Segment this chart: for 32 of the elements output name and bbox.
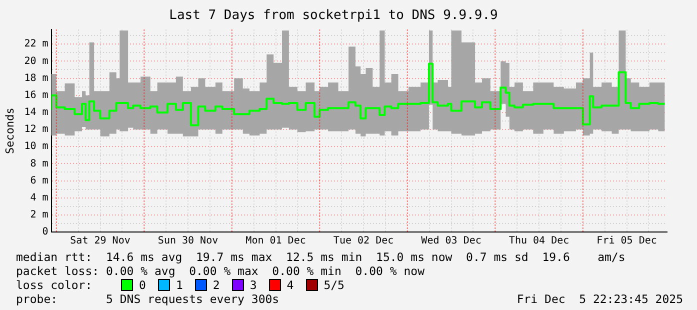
text: 5/5 (324, 278, 344, 292)
text: 2 (212, 278, 220, 292)
y-tick-label: 10 m (24, 141, 48, 152)
y-tick-label: 14 m (24, 107, 48, 118)
x-tick-label: Fri 05 Dec (596, 236, 657, 247)
x-tick-label: Mon 01 Dec (246, 236, 306, 247)
y-tick-label: 12 m (24, 124, 48, 136)
text: 1 (176, 278, 183, 292)
text: packet loss: 0.00 % avg 0.00 % max 0.00 % min 0.00 % now (16, 264, 426, 278)
y-tick-label: 4 m (30, 192, 48, 204)
x-tick-label: Wed 03 Dec (421, 236, 482, 247)
text: probe: 5 DNS requests every 300s (16, 292, 280, 306)
y-axis-title: Seconds (3, 108, 16, 154)
y-tick-label: 22 m (24, 38, 48, 50)
x-tick-label: Thu 04 Dec (508, 236, 570, 247)
y-tick-label: 8 m (30, 158, 48, 170)
y-tick-label: 20 m (24, 56, 48, 67)
text: 3 (250, 278, 257, 292)
y-tick-label: 18 m (24, 72, 48, 84)
y-tick-label: 2 m (30, 210, 48, 221)
y-tick-label: 6 m (30, 175, 48, 186)
text: loss color: (16, 278, 94, 292)
x-tick-label: Sat 29 Nov (70, 236, 130, 247)
x-tick-label: Sun 30 Nov (158, 236, 218, 247)
y-tick-label: 0 (42, 226, 48, 238)
text: median rtt: 14.6 ms avg 19.7 ms max 12.5 ms min 15.0 ms now 0.7 ms sd 19.6 am/s (16, 250, 626, 264)
y-tick-label: 16 m (24, 90, 48, 101)
text: 4 (286, 278, 294, 292)
text: Fri Dec 5 22:23:45 2025 (516, 292, 683, 306)
text: 0 (139, 278, 146, 292)
x-tick-label: Tue 02 Dec (333, 236, 394, 247)
chart-title: Last 7 Days from socketrpi1 to DNS 9.9.9.9 (169, 8, 498, 24)
